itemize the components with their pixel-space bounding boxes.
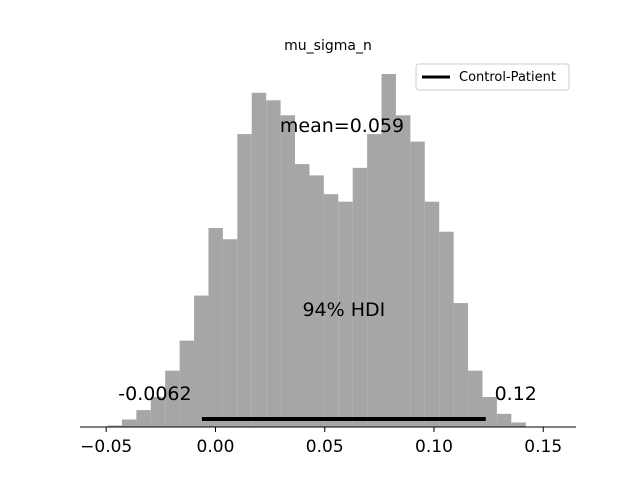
histogram-bar: [107, 425, 122, 427]
histogram-bar: [424, 201, 440, 427]
histogram-bar: [295, 164, 310, 427]
histogram-bar: [237, 134, 252, 427]
histogram-bar: [352, 167, 368, 427]
legend: Control-Patient: [415, 63, 570, 91]
histogram-bar: [251, 92, 267, 427]
histogram-bar: [309, 175, 324, 427]
histogram-bar: [136, 410, 151, 427]
histogram-bar: [381, 74, 396, 427]
hdi-low-label: -0.0062: [118, 383, 191, 405]
hdi-label: 94% HDI: [302, 299, 385, 321]
histogram-bar: [511, 422, 526, 427]
hdi-high-label: 0.12: [495, 383, 537, 405]
histogram-bar: [323, 194, 339, 427]
legend-box: [415, 63, 570, 91]
x-tick-label: 0.05: [306, 437, 344, 457]
x-ticks: −0.05 0.00 0.05 0.10 0.15: [80, 427, 562, 457]
histogram-bar: [179, 340, 195, 427]
x-tick-label: 0.10: [415, 437, 453, 457]
histogram-bar: [482, 396, 497, 427]
histogram-bar: [496, 413, 512, 427]
histogram-bar: [338, 201, 353, 427]
histogram-bar: [453, 303, 469, 427]
histogram-bar: [410, 141, 425, 427]
chart-title: mu_sigma_n: [284, 38, 372, 54]
legend-entry: Control-Patient: [459, 70, 556, 85]
histogram-bar: [150, 396, 166, 427]
histogram-bar: [222, 239, 238, 427]
histogram-bar: [266, 100, 281, 427]
histogram-bar: [468, 370, 483, 427]
histogram-bar: [439, 231, 454, 427]
x-tick-label: 0.15: [524, 437, 562, 457]
histogram-bar: [367, 134, 382, 427]
histogram-bar: [280, 115, 296, 428]
histogram-bar: [165, 370, 180, 427]
mean-label: mean=0.059: [280, 115, 404, 137]
histogram-bar: [208, 227, 223, 427]
histogram-bar: [395, 115, 411, 428]
histogram-bars: [107, 74, 526, 428]
x-tick-label: −0.05: [80, 437, 132, 457]
x-tick-label: 0.00: [197, 437, 235, 457]
histogram-bar: [194, 295, 209, 427]
histogram-bar: [121, 419, 137, 427]
